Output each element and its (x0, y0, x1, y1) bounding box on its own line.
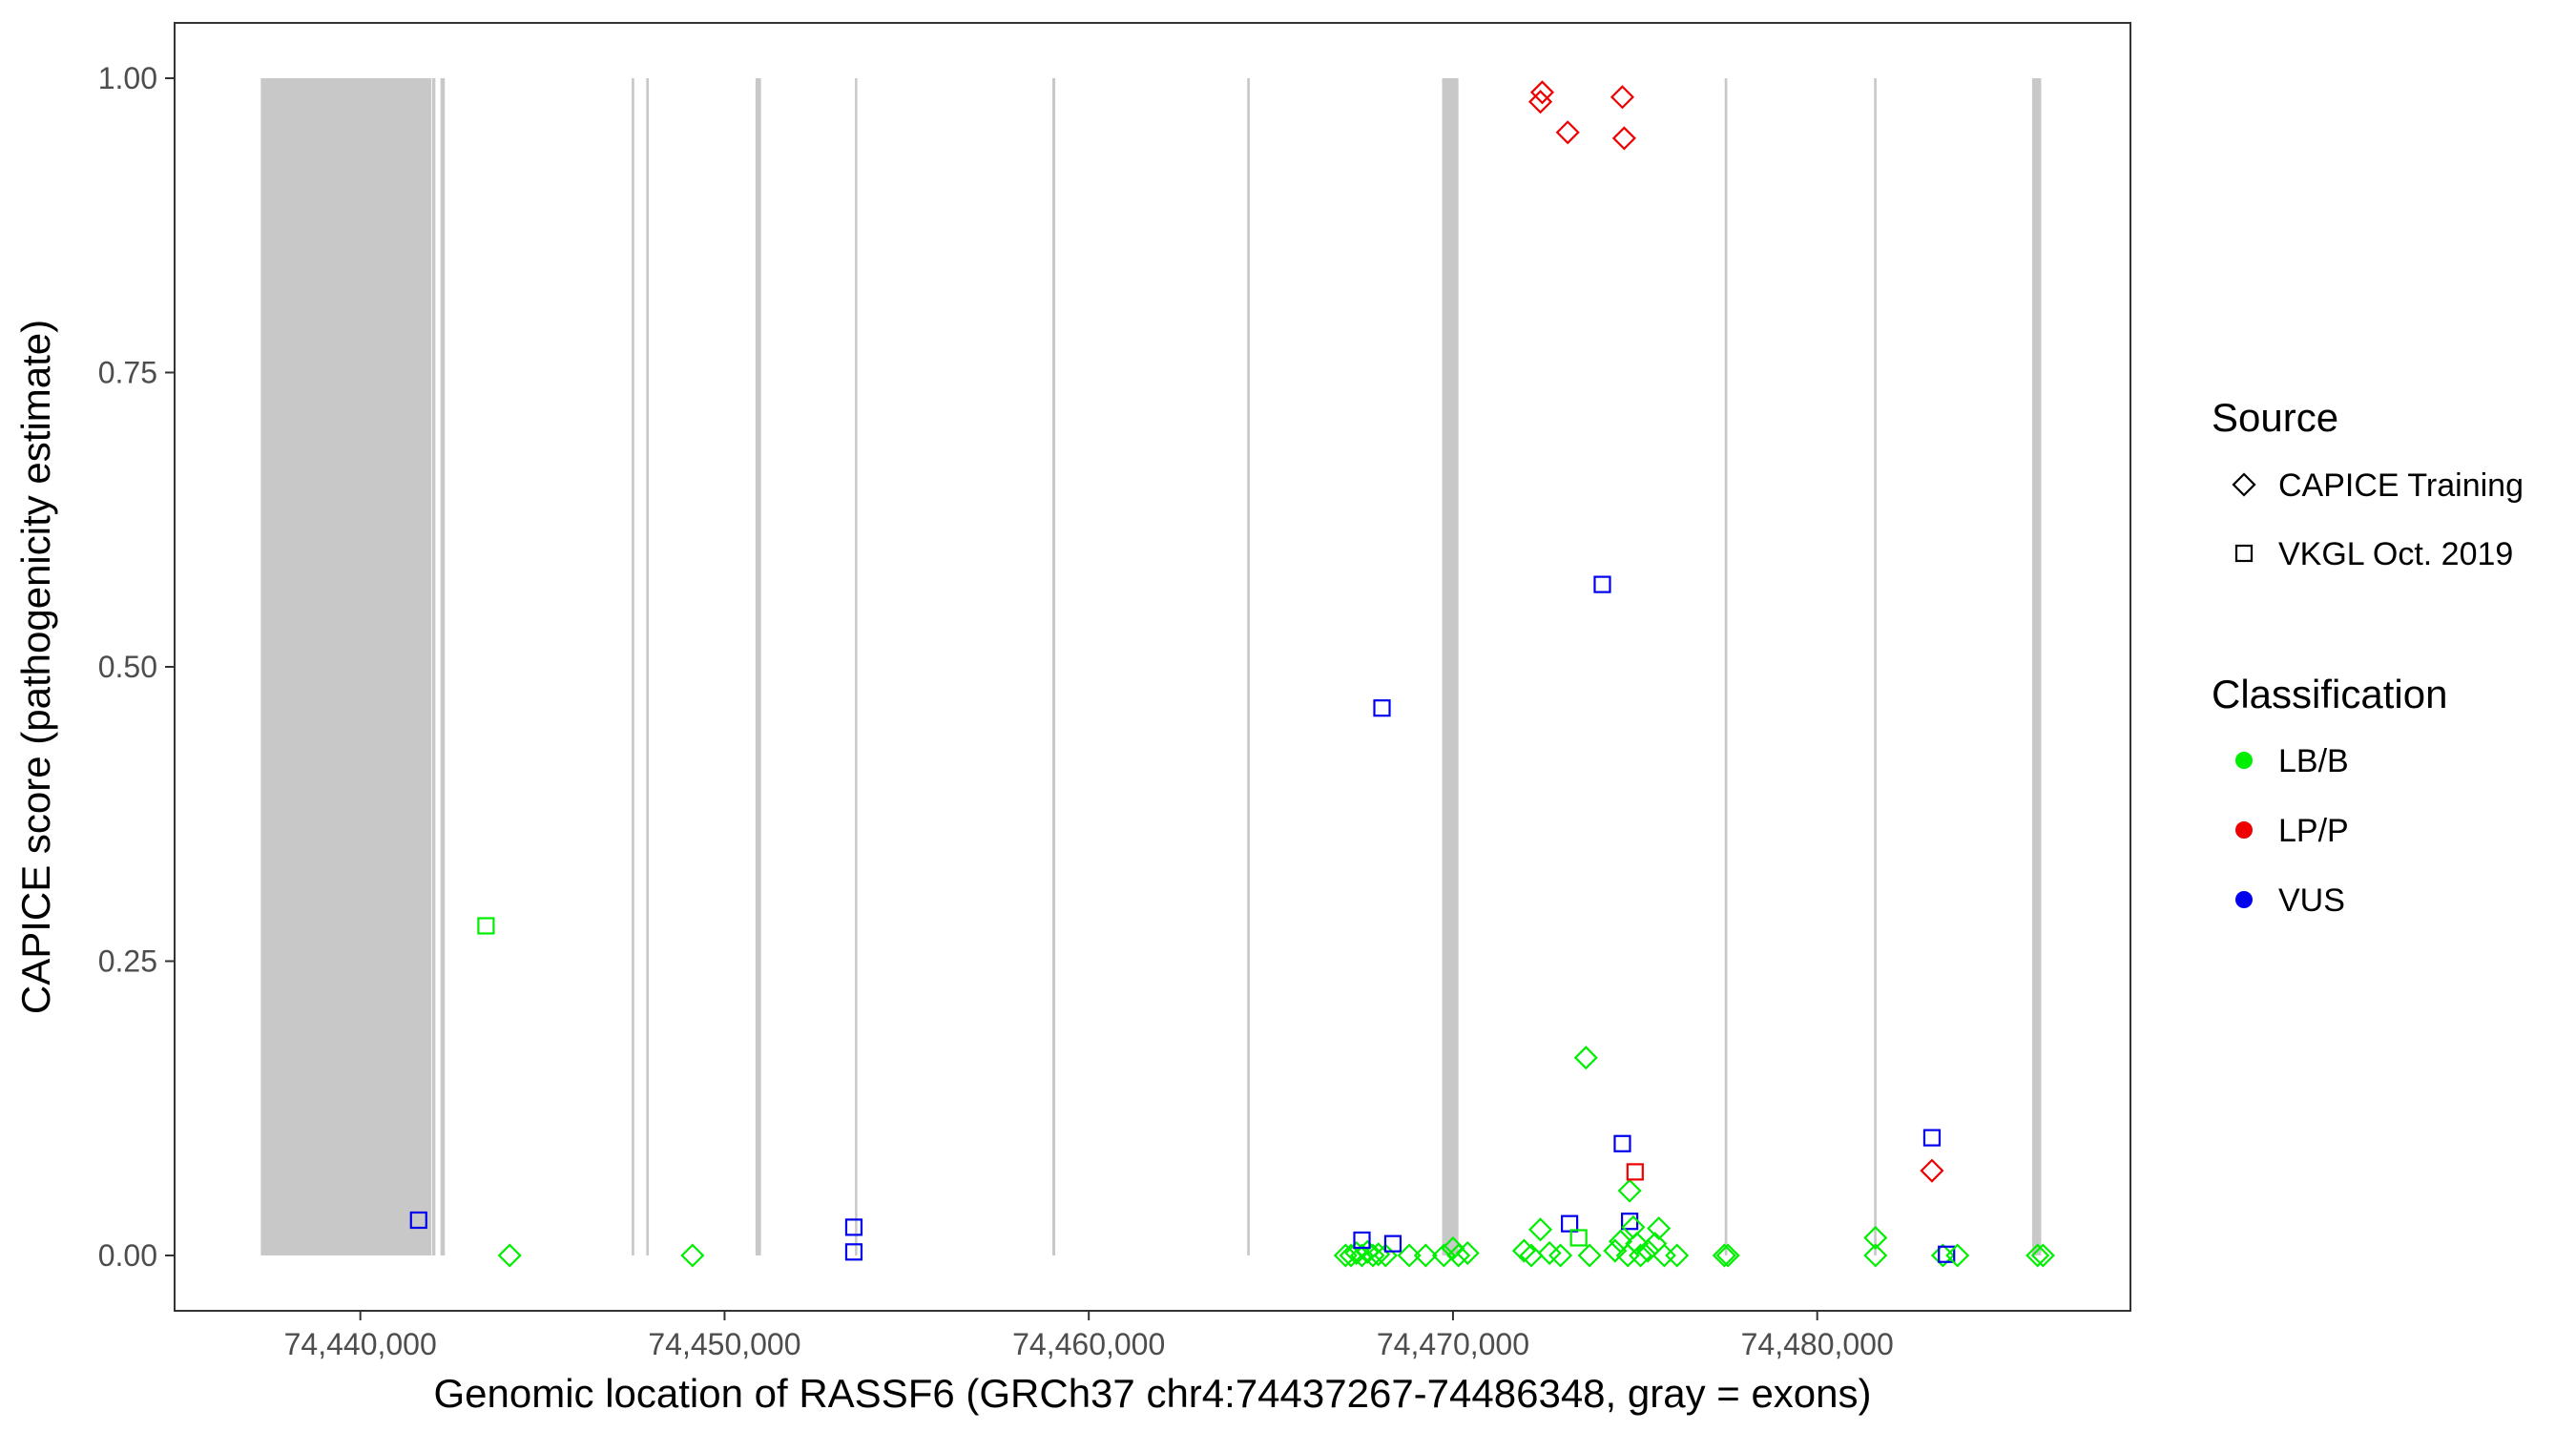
exon-band (1442, 77, 1459, 1256)
legend-label-capice-training: CAPICE Training (2278, 467, 2524, 504)
exon-band (1052, 77, 1056, 1256)
legend-diamond-shape (2232, 472, 2256, 497)
data-point-diamond (1577, 1243, 1602, 1268)
y-axis-label: CAPICE score (pathogenicity estimate) (13, 320, 58, 1014)
exon-band (2031, 77, 2042, 1256)
data-points (409, 80, 2055, 1268)
x-axis-label: Genomic location of RASSF6 (GRCh37 chr4:… (433, 1371, 1871, 1416)
legend-key-lbb (2235, 752, 2253, 769)
data-point-square (1373, 699, 1391, 717)
data-point-diamond (1441, 1236, 1465, 1261)
data-point-diamond (1333, 1243, 1358, 1268)
data-point-diamond (680, 1243, 705, 1268)
data-point-diamond (1945, 1243, 1970, 1268)
data-point-diamond (1610, 85, 1635, 110)
data-point-square (1383, 1234, 1402, 1253)
data-point-diamond (2030, 1243, 2055, 1268)
legend-key-lpp (2235, 821, 2253, 839)
data-point-square (844, 1218, 863, 1236)
data-point-square (1613, 1134, 1631, 1152)
legend-label-vkgl: VKGL Oct. 2019 (2278, 536, 2513, 572)
data-point-square (1593, 575, 1611, 593)
data-point-diamond (1715, 1243, 1740, 1268)
y-tick-label: 1.00 (98, 61, 157, 95)
data-point-diamond (1511, 1238, 1536, 1263)
data-point-square (1561, 1214, 1579, 1233)
exon-bands (260, 77, 2042, 1256)
data-point-square (844, 1243, 863, 1261)
data-point-square (1626, 1163, 1644, 1181)
legend-classification: Classification LB/B LP/P VUS (2212, 672, 2447, 919)
data-point-diamond (1665, 1243, 1690, 1268)
data-point-square (477, 917, 495, 935)
legend-square-shape (2234, 544, 2254, 563)
data-point-square (1922, 1129, 1942, 1147)
y-tick-label: 0.25 (98, 944, 157, 979)
exon-band (1874, 77, 1877, 1256)
legend-key-vus (2235, 891, 2253, 908)
data-point-square (1569, 1229, 1588, 1247)
data-point-diamond (1397, 1243, 1422, 1268)
x-tick-label: 74,440,000 (284, 1327, 437, 1361)
legend-source-title: Source (2212, 395, 2338, 440)
exon-band (646, 77, 650, 1256)
data-point-diamond (1920, 1158, 1944, 1183)
data-point-diamond (1573, 1046, 1598, 1070)
data-point-diamond (497, 1243, 522, 1268)
data-point-diamond (1863, 1225, 1888, 1251)
y-tick-label: 0.50 (98, 650, 157, 684)
data-point-diamond (1628, 1243, 1653, 1268)
data-point-diamond (1647, 1216, 1672, 1241)
exon-band (755, 77, 761, 1256)
data-point-diamond (1603, 1238, 1628, 1263)
legend-key-square (2234, 544, 2254, 563)
exon-band (632, 77, 634, 1256)
legend-classification-title: Classification (2212, 672, 2447, 716)
data-point-diamond (1528, 90, 1553, 114)
exon-band (440, 77, 446, 1256)
exon-band (431, 77, 436, 1256)
data-point-diamond (1519, 1243, 1544, 1268)
legend-label-vus: VUS (2278, 882, 2345, 919)
legend: Source CAPICE Training VKGL Oct. 2019 Cl… (2212, 395, 2524, 919)
data-point-diamond (1528, 1217, 1553, 1242)
data-point-diamond (1529, 80, 1555, 105)
data-point-square (1353, 1231, 1371, 1250)
legend-label-lpp: LP/P (2278, 813, 2349, 849)
exon-band (855, 77, 858, 1256)
data-point-diamond (1455, 1240, 1480, 1266)
data-point-diamond (1635, 1238, 1660, 1263)
legend-label-lbb: LB/B (2278, 743, 2349, 779)
exon-band (260, 77, 432, 1256)
y-tick-label: 0.00 (98, 1238, 157, 1273)
data-point-diamond (1446, 1243, 1471, 1268)
y-tick-label: 0.75 (98, 355, 157, 389)
exon-band (1724, 77, 1728, 1256)
data-point-diamond (1617, 1178, 1642, 1203)
data-point-diamond (1344, 1240, 1369, 1266)
x-tick-label: 74,460,000 (1012, 1327, 1165, 1361)
legend-key-diamond (2232, 472, 2256, 497)
data-point-diamond (1548, 1243, 1573, 1268)
data-point-diamond (2025, 1243, 2050, 1268)
x-tick-label: 74,470,000 (1377, 1327, 1529, 1361)
data-point-diamond (1625, 1232, 1650, 1256)
data-point-diamond (1712, 1243, 1736, 1268)
axes: 74,440,000 74,450,000 74,460,000 74,470,000… (98, 61, 1894, 1361)
exon-band (1247, 77, 1250, 1256)
legend-source: Source CAPICE Training VKGL Oct. 2019 (2212, 395, 2524, 572)
data-point-diamond (1863, 1243, 1888, 1268)
data-point-diamond (1555, 120, 1580, 145)
data-point-square (1938, 1245, 1956, 1263)
data-point-diamond (1413, 1243, 1438, 1268)
data-point-square (409, 1211, 427, 1230)
x-tick-label: 74,480,000 (1741, 1327, 1894, 1361)
x-tick-label: 74,450,000 (648, 1327, 800, 1361)
data-point-diamond (1611, 126, 1636, 151)
